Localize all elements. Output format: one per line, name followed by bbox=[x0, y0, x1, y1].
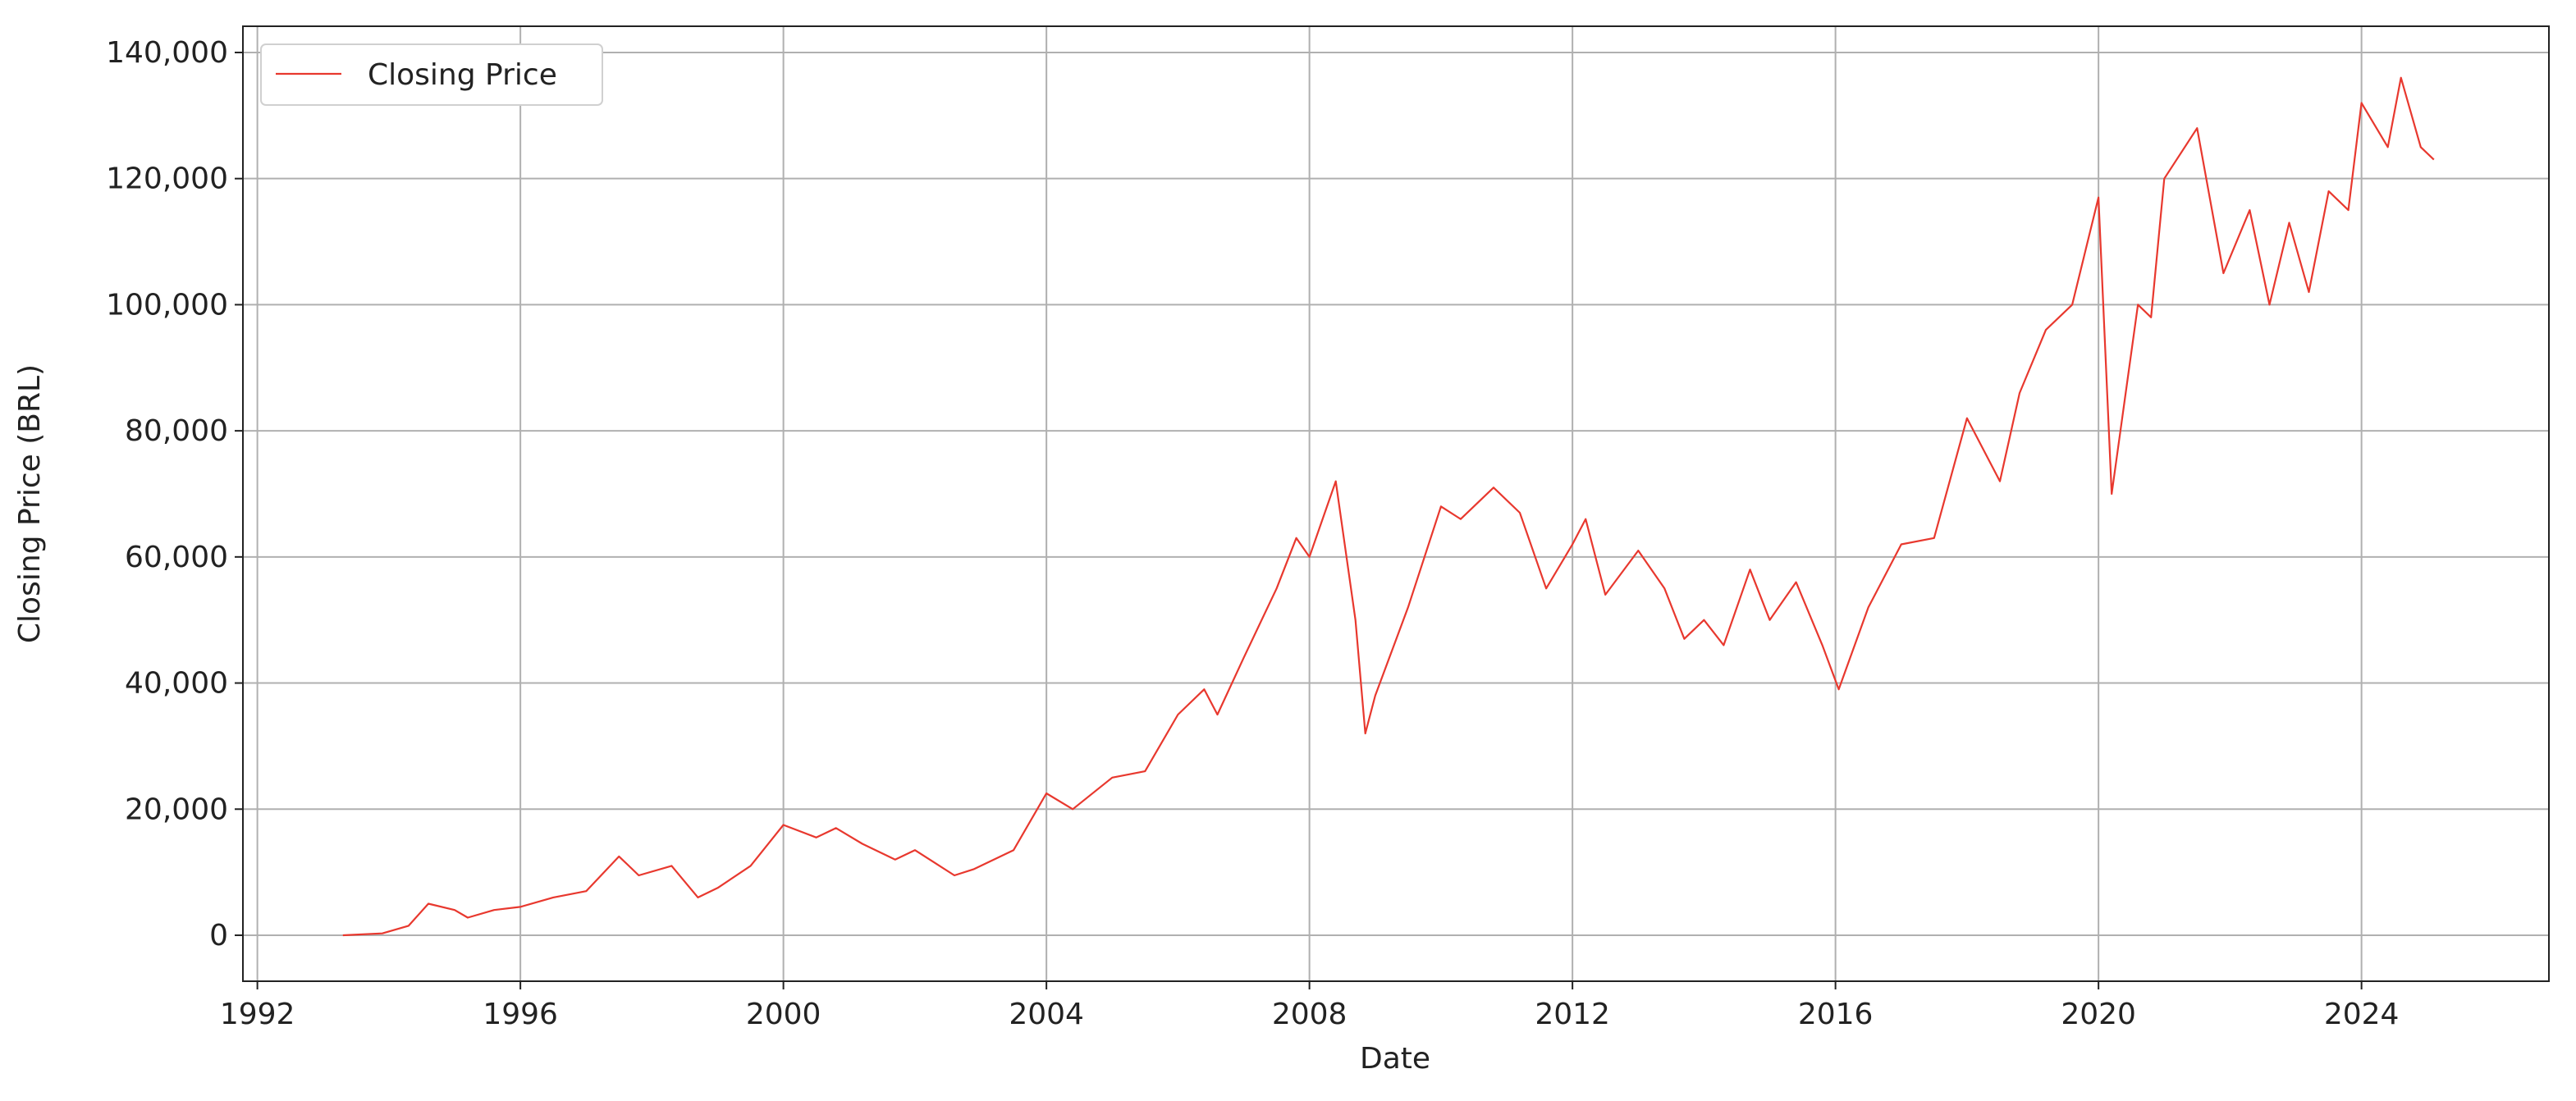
x-tick-label: 2004 bbox=[1009, 998, 1084, 1031]
legend-label: Closing Price bbox=[368, 58, 557, 92]
x-tick-label: 2016 bbox=[1798, 998, 1874, 1031]
y-tick-label: 20,000 bbox=[125, 793, 228, 826]
legend-box bbox=[260, 43, 603, 106]
x-tick-label: 1992 bbox=[220, 998, 295, 1031]
legend: Closing Price bbox=[260, 43, 603, 106]
x-tick-label: 2008 bbox=[1272, 998, 1347, 1031]
x-tick-label: 2020 bbox=[2061, 998, 2136, 1031]
y-axis-label: Closing Price (BRL) bbox=[13, 364, 47, 643]
y-tick-label: 40,000 bbox=[125, 667, 228, 701]
x-tick-label: 2024 bbox=[2324, 998, 2400, 1031]
y-tick-label: 0 bbox=[209, 919, 228, 953]
y-tick-label: 80,000 bbox=[125, 414, 228, 448]
plot-frame bbox=[242, 25, 2550, 982]
x-tick-label: 2012 bbox=[1535, 998, 1610, 1031]
x-tick-label: 2000 bbox=[746, 998, 821, 1031]
y-tick-label: 60,000 bbox=[125, 541, 228, 574]
y-tick-label: 120,000 bbox=[106, 162, 228, 196]
x-axis-label: Date bbox=[1360, 1042, 1430, 1076]
y-tick-label: 100,000 bbox=[106, 288, 228, 322]
price-line bbox=[342, 76, 2435, 937]
y-tick-label: 140,000 bbox=[106, 36, 228, 70]
x-tick-label: 1996 bbox=[483, 998, 558, 1031]
